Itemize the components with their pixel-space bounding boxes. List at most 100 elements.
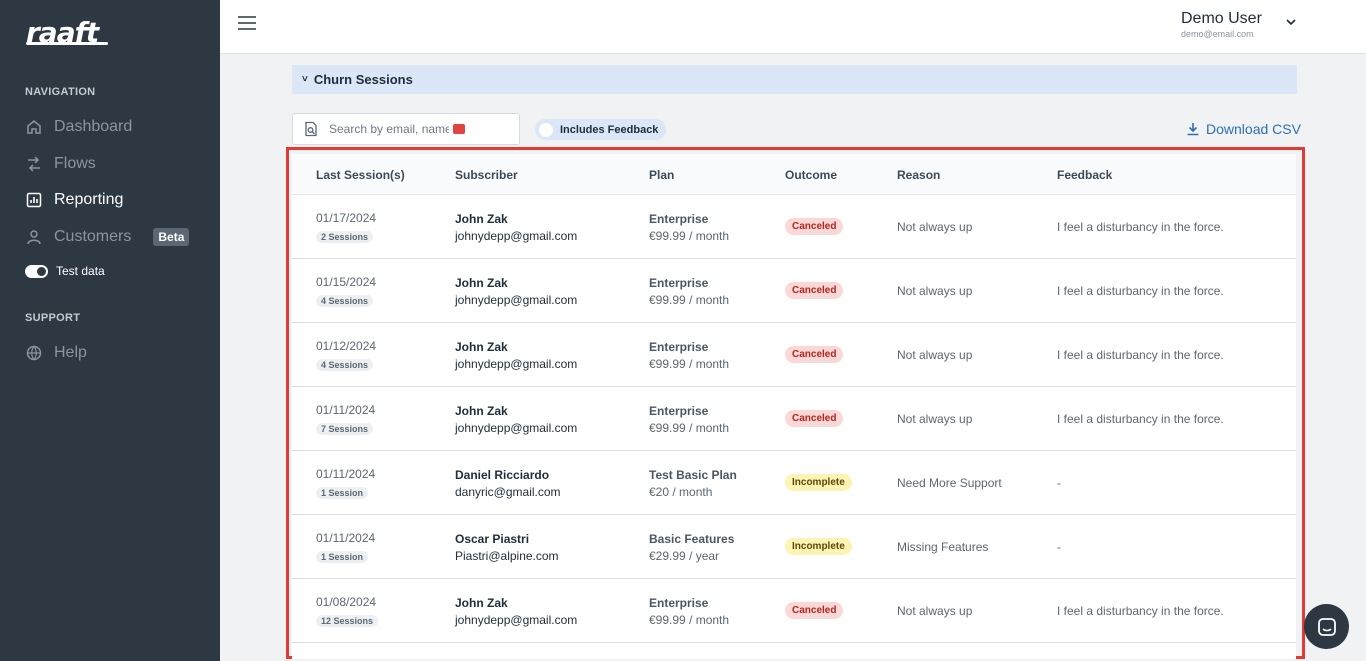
user-name[interactable]: Demo User (1181, 10, 1262, 27)
logo-underline (26, 42, 108, 45)
download-csv-button[interactable]: Download CSV (1186, 121, 1301, 137)
sidebar: raaft NAVIGATION Dashboard Flows Reporti… (0, 0, 220, 661)
table-header: Last Session(s) Subscriber Plan Outcome … (292, 154, 1296, 195)
support-section-label: SUPPORT (25, 312, 81, 324)
section-title: Churn Sessions (313, 72, 413, 87)
sidebar-item-label: Dashboard (54, 118, 133, 135)
session-count-badge: 1 Session (316, 551, 369, 563)
plan-name: Enterprise (649, 404, 709, 418)
plan-name: Enterprise (649, 212, 709, 226)
sidebar-item-label: Help (54, 344, 87, 361)
chat-icon (1317, 617, 1336, 636)
table-row[interactable]: 01/12/2024 4 Sessions John Zak johnydepp… (292, 323, 1296, 387)
subscriber-email: johnydepp@gmail.com (455, 293, 578, 307)
sidebar-item-customers[interactable]: Customers Beta (25, 228, 190, 246)
search-box[interactable] (292, 113, 520, 145)
globe-icon (25, 345, 42, 362)
column-header-last-session[interactable]: Last Session(s) (316, 168, 405, 182)
plan-price: €99.99 / month (649, 229, 730, 243)
plan-price: €29.99 / year (649, 549, 720, 563)
subscriber-name: John Zak (455, 596, 508, 610)
session-count-badge: 7 Sessions (316, 423, 374, 435)
sidebar-item-label: Flows (54, 155, 96, 172)
session-date: 01/08/2024 (316, 595, 377, 609)
feedback-text: I feel a disturbancy in the force. (1057, 412, 1224, 426)
chevron-down-icon[interactable] (1285, 16, 1297, 28)
session-count-badge: 4 Sessions (316, 359, 374, 371)
table-row[interactable]: 01/11/2024 1 Session Oscar Piastri Piast… (292, 515, 1296, 579)
home-icon (25, 119, 42, 136)
sidebar-item-dashboard[interactable]: Dashboard (25, 118, 132, 136)
session-date: 01/11/2024 (316, 403, 376, 417)
sidebar-item-help[interactable]: Help (25, 344, 87, 362)
top-bar: Demo User demo@email.com (220, 0, 1366, 54)
feedback-text: I feel a disturbancy in the force. (1057, 220, 1224, 234)
feedback-text: I feel a disturbancy in the force. (1057, 284, 1224, 298)
reason-text: Not always up (897, 348, 973, 362)
feedback-text: I feel a disturbancy in the force. (1057, 348, 1224, 362)
sidebar-item-reporting[interactable]: Reporting (25, 191, 123, 209)
reason-text: Missing Features (897, 540, 989, 554)
column-header-reason[interactable]: Reason (897, 168, 941, 182)
toggle-knob (539, 122, 553, 137)
download-label: Download CSV (1206, 121, 1301, 137)
chevron-down-icon: ˅ (302, 74, 308, 85)
subscriber-name: Daniel Ricciardo (455, 468, 550, 482)
feedback-text: I feel a disturbancy in the force. (1057, 604, 1224, 618)
column-header-outcome[interactable]: Outcome (785, 168, 838, 182)
plan-price: €20 / month (649, 485, 713, 499)
chat-launcher-button[interactable] (1304, 604, 1349, 649)
session-date: 01/11/2024 (316, 531, 376, 545)
reason-text: Need More Support (897, 476, 1002, 490)
feedback-text: - (1057, 540, 1061, 554)
flows-icon (25, 156, 42, 173)
user-icon (25, 229, 42, 246)
reason-text: Not always up (897, 220, 973, 234)
table-row[interactable]: 01/17/2024 2 Sessions John Zak johnydepp… (292, 195, 1296, 259)
subscriber-name: John Zak (455, 340, 508, 354)
menu-icon[interactable] (238, 16, 256, 30)
session-date: 01/12/2024 (316, 339, 377, 353)
search-input[interactable] (329, 122, 449, 136)
outcome-badge: Incomplete (785, 538, 852, 555)
sidebar-item-label: Customers (54, 228, 132, 245)
includes-feedback-toggle[interactable]: Includes Feedback (535, 119, 667, 140)
test-data-toggle-row[interactable]: Test data (25, 264, 105, 278)
plan-name: Test Basic Plan (649, 468, 737, 482)
subscriber-name: John Zak (455, 212, 508, 226)
session-count-badge: 1 Session (316, 487, 369, 499)
session-date: 01/15/2024 (316, 275, 377, 289)
outcome-badge: Canceled (785, 282, 844, 299)
plan-name: Enterprise (649, 276, 709, 290)
sidebar-item-label: Reporting (54, 191, 124, 208)
table-row[interactable]: 01/08/2024 12 Sessions John Zak johnydep… (292, 579, 1296, 643)
outcome-badge: Canceled (785, 218, 844, 235)
test-data-toggle[interactable] (25, 264, 48, 278)
column-header-subscriber[interactable]: Subscriber (455, 168, 518, 182)
plan-price: €99.99 / month (649, 613, 730, 627)
plan-name: Enterprise (649, 596, 709, 610)
beta-badge: Beta (153, 228, 190, 246)
reason-text: Not always up (897, 604, 973, 618)
plan-price: €99.99 / month (649, 357, 730, 371)
sidebar-item-flows[interactable]: Flows (25, 155, 96, 173)
column-header-feedback[interactable]: Feedback (1057, 168, 1113, 182)
table-row[interactable]: 01/11/2024 1 Session Daniel Ricciardo da… (292, 451, 1296, 515)
extension-icon[interactable] (453, 124, 465, 134)
session-date: 01/17/2024 (316, 211, 377, 225)
session-count-badge: 4 Sessions (316, 295, 374, 307)
reporting-icon (25, 192, 42, 209)
churn-sessions-table: Last Session(s) Subscriber Plan Outcome … (292, 154, 1296, 659)
churn-sessions-header[interactable]: ˅ Churn Sessions (292, 65, 1297, 94)
nav-section-label: NAVIGATION (25, 86, 96, 98)
session-count-badge: 12 Sessions (316, 615, 379, 627)
table-row[interactable]: 01/11/2024 7 Sessions John Zak johnydepp… (292, 387, 1296, 451)
column-header-plan[interactable]: Plan (649, 168, 675, 182)
outcome-badge: Canceled (785, 410, 844, 427)
table-row[interactable]: 01/15/2024 4 Sessions John Zak johnydepp… (292, 259, 1296, 323)
subscriber-name: John Zak (455, 404, 508, 418)
plan-name: Basic Features (649, 532, 735, 546)
outcome-badge: Canceled (785, 602, 844, 619)
search-icon (305, 121, 317, 137)
plan-price: €99.99 / month (649, 421, 730, 435)
